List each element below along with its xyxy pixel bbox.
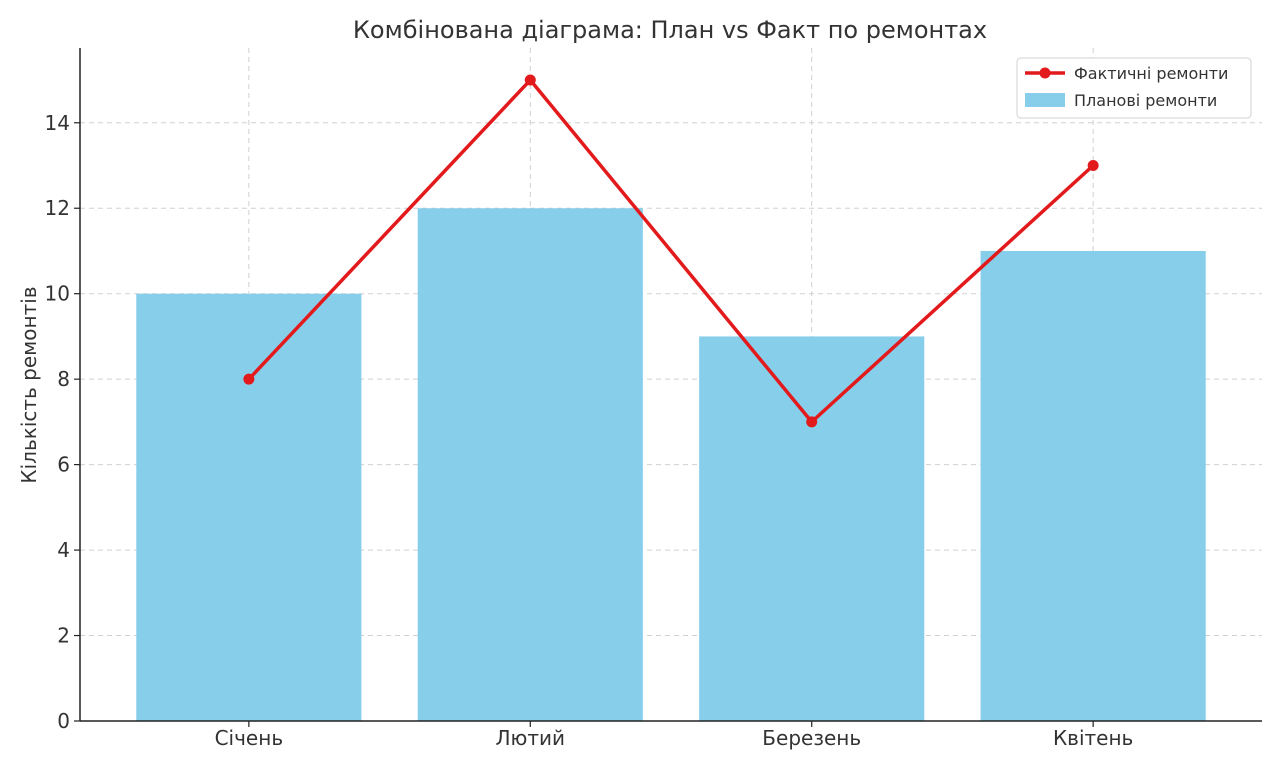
legend: Фактичні ремонти Планові ремонти (1016, 57, 1252, 119)
legend-box (1016, 57, 1252, 119)
y-tick-label: 6 (57, 453, 70, 477)
actual-point-4 (1087, 160, 1099, 172)
x-tick-label: Квітень (1053, 726, 1133, 750)
legend-label-planned: Планові ремонти (1074, 91, 1217, 110)
bar-4 (980, 250, 1206, 721)
legend-bar-swatch (1025, 93, 1065, 107)
bar-2 (417, 208, 643, 721)
actual-point-3 (806, 416, 818, 428)
y-axis-label: Кількість ремонтів (17, 286, 41, 483)
y-tick-label: 14 (45, 111, 70, 135)
legend-line-marker (1039, 67, 1051, 79)
actual-point-1 (243, 373, 255, 385)
legend-label-actual: Фактичні ремонти (1074, 64, 1228, 83)
actual-point-2 (524, 74, 536, 86)
x-tick-label: Березень (762, 726, 861, 750)
actual-line (247, 78, 1095, 424)
line-series (243, 74, 1099, 428)
axes: 0 2 4 6 8 10 12 14 Січень Лютий Березень Квітень (45, 48, 1262, 750)
y-tick-label: 12 (45, 196, 70, 220)
x-tick-label: Січень (215, 726, 284, 750)
y-tick-label: 0 (57, 709, 70, 733)
bar-3 (699, 336, 925, 721)
y-tick-label: 2 (57, 624, 70, 648)
y-tick-label: 4 (57, 538, 70, 562)
bar-series (136, 208, 1206, 721)
x-tick-label: Лютий (496, 726, 566, 750)
y-tick-label: 8 (57, 367, 70, 391)
bar-1 (136, 293, 362, 721)
y-tick-label: 10 (45, 282, 70, 306)
chart-title: Комбінована діаграма: План vs Факт по ре… (353, 16, 987, 44)
